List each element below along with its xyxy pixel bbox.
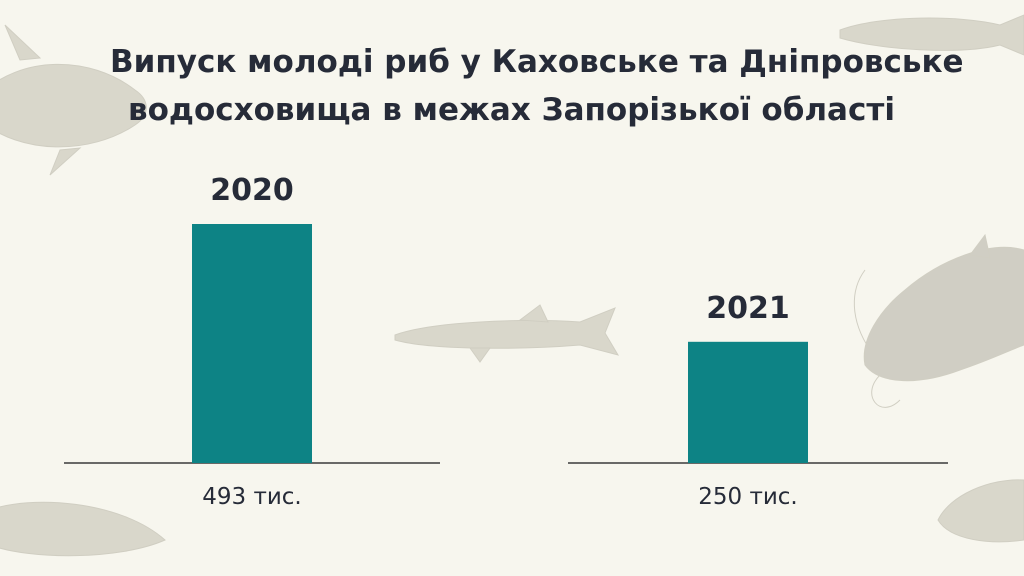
chart-title-line-1: Випуск молоді риб у Каховське та Дніпров… <box>110 44 964 80</box>
pike-illustration <box>394 304 620 363</box>
fish-illustration-bottom-right <box>937 479 1024 543</box>
chart-title: Випуск молоді риб у Каховське та Дніпров… <box>100 38 980 134</box>
catfish-illustration <box>853 233 1024 408</box>
bar-2021 <box>688 341 808 463</box>
carp-illustration <box>0 24 147 176</box>
year-label-2021: 2021 <box>706 291 790 326</box>
value-label-2021: 250 тис. <box>698 484 798 510</box>
chart-title-line-2: водосховища в межах Запорізької області <box>128 92 895 128</box>
bar-2020 <box>192 224 312 463</box>
fish-illustration-bottom-left <box>0 501 166 557</box>
fish-illustration-top-right <box>839 14 1024 56</box>
year-label-2020: 2020 <box>210 173 294 208</box>
value-label-2020: 493 тис. <box>202 484 302 510</box>
